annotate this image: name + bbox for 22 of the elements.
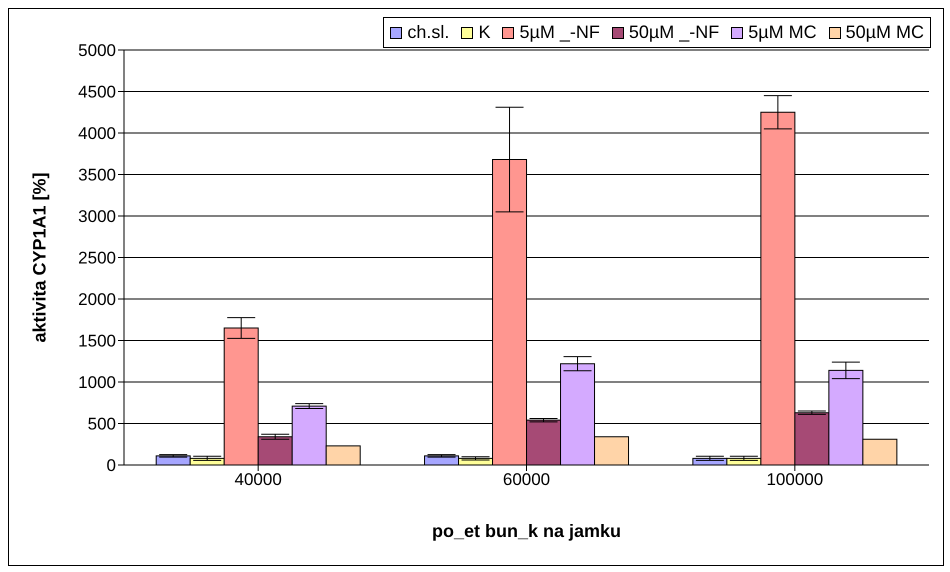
legend-label: ch.sl. (407, 22, 450, 43)
y-tick-label: 3500 (78, 166, 116, 185)
legend-label: 5µM _-NF (519, 22, 600, 43)
y-tick-label: 4000 (78, 124, 116, 144)
y-tick-label: 5000 (78, 41, 116, 60)
legend-label: 50µM MC (846, 22, 924, 43)
x-tick-label: 60000 (502, 470, 550, 490)
x-axis-title: po_et bun_k na jamku (432, 521, 622, 541)
y-axis-title: aktivita CYP1A1 [%] (29, 172, 50, 343)
legend-label: 5µM MC (748, 22, 817, 43)
y-tick-label: 0 (106, 456, 116, 476)
y-tick-label: 4500 (78, 82, 116, 102)
y-tick-label: 3000 (78, 207, 116, 226)
legend-label: K (478, 22, 490, 43)
x-tick-label: 40000 (234, 470, 282, 490)
y-tick-label: 1500 (78, 332, 116, 351)
legend-label: 50µM _-NF (628, 22, 720, 43)
y-tick-label: 1000 (78, 373, 116, 392)
x-tick-label: 100000 (766, 470, 824, 490)
y-tick-label: 2000 (78, 290, 116, 310)
y-tick-label: 2500 (78, 248, 116, 268)
y-tick-label: 500 (88, 414, 116, 434)
